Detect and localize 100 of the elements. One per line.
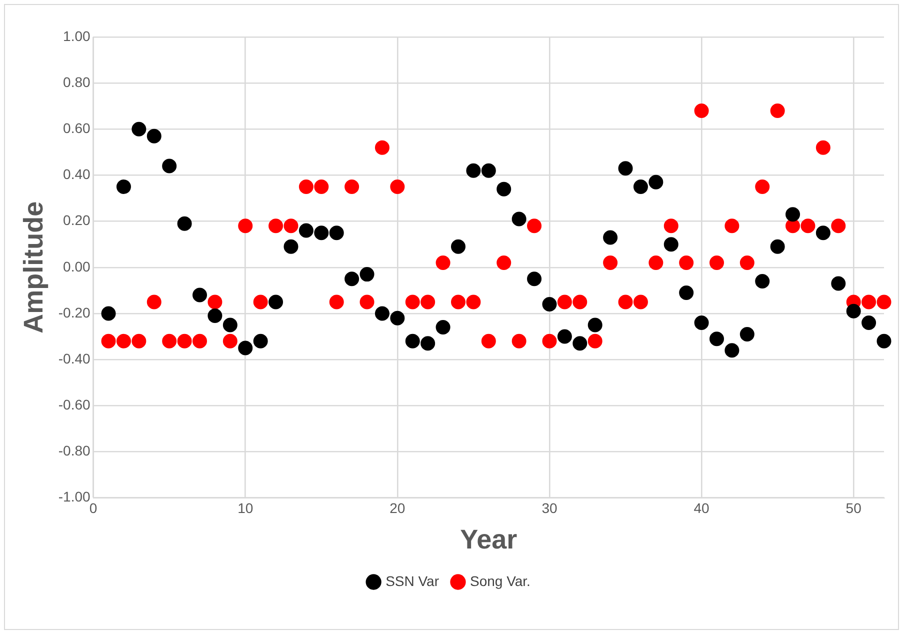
y-tick-label: -0.40 (58, 350, 91, 366)
point (862, 315, 876, 330)
point (405, 294, 420, 310)
point (618, 294, 633, 310)
point (420, 294, 436, 310)
point (648, 256, 664, 270)
point (132, 122, 146, 136)
point (238, 218, 253, 234)
point (572, 336, 588, 351)
point (101, 334, 116, 348)
point (420, 336, 436, 351)
y-tick-label: 1.00 (63, 28, 91, 44)
point (208, 294, 222, 310)
legend-label: SSN Var (386, 572, 440, 589)
y-tick-label: 0.60 (63, 120, 91, 136)
point (360, 294, 374, 310)
point (450, 294, 466, 310)
point (481, 163, 496, 178)
point (694, 103, 709, 118)
point (344, 180, 360, 194)
point (146, 128, 162, 144)
y-tick-label: -0.60 (58, 396, 91, 412)
point (329, 294, 344, 310)
point (298, 223, 314, 238)
point (298, 180, 314, 194)
point (314, 180, 329, 194)
x-tick-label: 10 (238, 500, 254, 516)
x-tick-label: 40 (694, 500, 710, 516)
point (588, 334, 602, 348)
point (862, 294, 876, 310)
point (755, 274, 770, 288)
x-tick-label: 20 (390, 500, 406, 516)
point (116, 180, 131, 194)
y-tick-label: 0.00 (63, 258, 91, 274)
y-tick-label: 0.40 (63, 166, 91, 182)
point (208, 308, 222, 324)
y-tick-label: 0.80 (63, 74, 91, 90)
point (786, 207, 800, 222)
point (344, 272, 360, 286)
point (542, 297, 557, 312)
point (284, 218, 298, 234)
point (390, 310, 405, 326)
point (664, 237, 678, 252)
point (177, 216, 192, 231)
point (238, 340, 253, 356)
y-tick-label: -1.00 (58, 488, 91, 505)
point (846, 304, 861, 318)
point (557, 294, 572, 310)
point (740, 256, 754, 270)
point (633, 294, 648, 310)
point (724, 218, 740, 234)
point (770, 103, 785, 118)
point (405, 334, 420, 348)
point (314, 226, 329, 240)
point (542, 334, 557, 348)
point (557, 329, 572, 344)
point (512, 334, 526, 348)
point (436, 320, 450, 335)
x-tick-label: 30 (542, 500, 558, 516)
point (162, 158, 177, 174)
point (603, 230, 618, 245)
y-tick-label: -0.80 (58, 442, 91, 459)
point (450, 239, 466, 254)
point (101, 306, 116, 321)
point (253, 294, 268, 310)
x-tick-label: 50 (846, 500, 862, 516)
point (800, 218, 816, 234)
y-axis-title: Amplitude (18, 201, 49, 334)
point (496, 182, 512, 196)
point (770, 239, 785, 254)
point (527, 218, 542, 234)
point (709, 256, 724, 270)
point (132, 334, 146, 348)
point (648, 174, 664, 190)
point (694, 315, 709, 330)
point (709, 332, 724, 346)
point (724, 343, 740, 358)
point (740, 326, 754, 342)
point (876, 294, 892, 310)
point (603, 256, 618, 270)
point (162, 334, 177, 348)
point (192, 288, 207, 302)
point (527, 272, 542, 286)
x-axis-title: Year (460, 524, 518, 554)
point (572, 294, 588, 310)
point (466, 163, 481, 178)
point (222, 318, 238, 332)
point (374, 140, 390, 155)
point (755, 180, 770, 194)
point (466, 294, 481, 310)
point (679, 285, 694, 300)
point (831, 218, 846, 234)
point (329, 226, 344, 240)
point (876, 334, 892, 348)
point (816, 226, 830, 240)
point (116, 334, 131, 348)
point (816, 140, 830, 155)
point (268, 218, 284, 234)
y-tick-label: -0.20 (58, 304, 91, 320)
point (633, 180, 648, 194)
